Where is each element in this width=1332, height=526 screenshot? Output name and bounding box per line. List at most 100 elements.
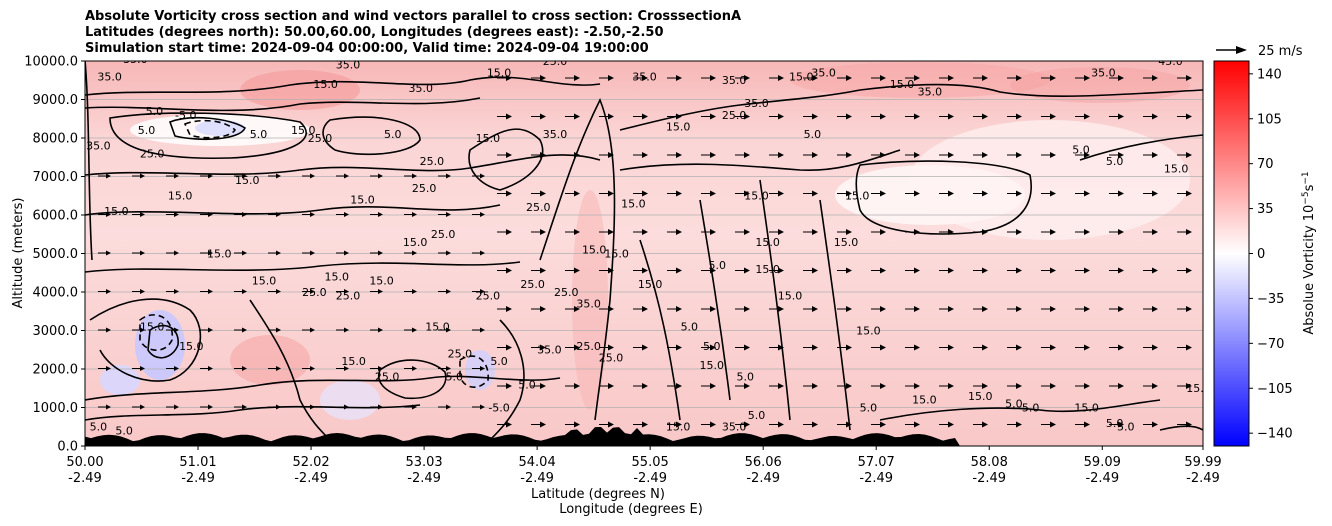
wind-vector-head (710, 190, 716, 197)
wind-vector-head (1050, 383, 1056, 389)
wind-vector-head (208, 173, 213, 179)
wind-vector-head (140, 289, 145, 294)
wind-vector-head (1186, 113, 1192, 120)
wind-vector-head (574, 113, 580, 120)
wind-vector-head (1186, 190, 1192, 197)
contour-label: 25.0 (336, 290, 361, 303)
wind-vector-head (982, 190, 988, 197)
contour-label: 25.0 (599, 351, 624, 364)
wind-vector-head (480, 212, 485, 217)
contour-line (85, 204, 501, 216)
x-tick-label-longitude: -2.49 (520, 471, 554, 486)
contour-label: 35.0 (576, 297, 601, 310)
wind-vector-head (540, 113, 546, 120)
wind-vector-head (506, 344, 512, 351)
contour-line (85, 61, 93, 261)
x-tick-label-latitude: 50.00 (66, 455, 103, 470)
contour-line (147, 324, 179, 359)
contour-label: 5.0 (709, 259, 727, 272)
x-tick-label-latitude: 53.03 (405, 455, 442, 470)
wind-vector-head (608, 229, 614, 235)
wind-vector-head (1118, 383, 1124, 389)
wind-vector-head (608, 75, 614, 81)
contour-label: 5.0 (90, 421, 108, 434)
wind-vector-head (676, 152, 682, 158)
x-tick-label-longitude: -2.49 (1186, 471, 1220, 486)
terrain-silhouette (85, 426, 960, 446)
contour-label: 5.0 (737, 371, 755, 384)
wind-vector-head (378, 212, 383, 217)
wind-vector-head (1118, 267, 1124, 274)
wind-vector-head (1016, 306, 1022, 312)
wind-vector-head (378, 327, 383, 333)
wind-vector-head (1084, 229, 1090, 235)
contour-line (85, 76, 601, 96)
contour-label: 15.0 (778, 290, 803, 303)
wind-vector-head (208, 250, 213, 256)
contour-label: 15.0 (425, 321, 450, 334)
contour-label: 35.0 (336, 59, 361, 72)
contour-line (85, 404, 421, 421)
contour-line (168, 116, 246, 141)
wind-vector-head (744, 229, 750, 235)
wind-vector-head (914, 229, 920, 235)
contour-label: 15.0 (755, 236, 780, 249)
wind-vector-head (846, 113, 852, 120)
wind-vector-head (948, 229, 954, 235)
contour-label: 35.0 (537, 344, 562, 357)
wind-vector-head (106, 173, 111, 179)
wind-vector-head (1152, 190, 1158, 197)
wind-vector-head (276, 404, 281, 410)
wind-vector-head (982, 383, 988, 389)
wind-vector-head (344, 366, 349, 371)
x-tick-label-latitude: 59.99 (1184, 455, 1221, 470)
wind-vector-head (744, 344, 750, 351)
wind-vector-head (540, 190, 546, 197)
wind-vector-head (744, 306, 750, 312)
wind-vector-head (1016, 229, 1022, 235)
wind-vector-head (948, 113, 954, 120)
contour-label: 5.0 (860, 401, 878, 414)
x-tick-label-latitude: 55.05 (632, 455, 669, 470)
wind-vector-head (914, 152, 920, 158)
wind-vector-head (710, 152, 716, 158)
x-tick-label-longitude: -2.49 (633, 471, 667, 486)
wind-vector-head (276, 327, 281, 333)
contour-label: 25.0 (576, 340, 601, 353)
contour-line (879, 399, 1161, 421)
vorticity-patch (320, 380, 380, 420)
wind-vector-head (540, 229, 546, 235)
wind-vector-head (1084, 344, 1090, 351)
wind-vector-head (1050, 267, 1056, 274)
wind-vector-head (1186, 421, 1192, 428)
contour-line (85, 154, 601, 176)
contour-label: 15.0 (350, 193, 375, 206)
wind-vector-head (710, 306, 716, 312)
wind-vector-head (540, 344, 546, 351)
vorticity-patch (230, 335, 310, 385)
wind-vector-head (778, 229, 784, 235)
y-tick-label: 0.0 (57, 440, 78, 455)
wind-vector-head (948, 421, 954, 428)
wind-vector-head (1186, 267, 1192, 274)
wind-vector-head (982, 344, 988, 351)
wind-vector-head (344, 289, 349, 294)
wind-vector-head (1084, 267, 1090, 274)
wind-vector-head (574, 75, 580, 81)
wind-vector-head (412, 250, 417, 256)
colorbar-label: Absolue Vorticity 10−5s−1 (1301, 171, 1317, 334)
wind-vector-head (846, 190, 852, 197)
contour-label: 25.0 (375, 371, 400, 384)
contour-line (109, 112, 307, 160)
y-tick-label: 7000.0 (33, 170, 79, 185)
x-tick-label-latitude: 54.04 (519, 455, 556, 470)
wind-vector-head (574, 306, 580, 312)
contour-label: 15.0 (140, 321, 165, 334)
wind-vector-head (1152, 75, 1158, 81)
wind-vector-head (310, 404, 315, 410)
contour-line-negative (183, 119, 237, 139)
x-tick-label-longitude: -2.49 (746, 471, 780, 486)
contour-label: 15.0 (638, 278, 663, 291)
contour-label: 25.0 (520, 278, 545, 291)
wind-vector-head (846, 75, 852, 81)
